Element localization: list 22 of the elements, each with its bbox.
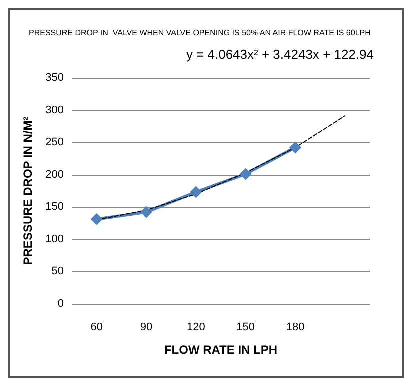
- x-tick-label: 90: [140, 322, 153, 334]
- chart-title: PRESSURE DROP IN VALVE WHEN VALVE OPENING IS 50% AN AIR FLOW RATE IS 60LPH: [29, 28, 372, 38]
- x-tick-label: 150: [236, 322, 256, 334]
- y-tick-label: 100: [46, 233, 64, 246]
- x-tick-label: 120: [186, 322, 206, 334]
- point: [190, 186, 202, 198]
- x-tick-label: 60: [90, 322, 103, 334]
- x-tick-label: 180: [286, 322, 305, 334]
- point: [240, 168, 252, 180]
- point: [90, 213, 103, 226]
- point: [140, 206, 152, 218]
- x-axis-title: FLOW RATE IN LPH: [164, 343, 278, 357]
- y-tick-label: 200: [46, 168, 64, 181]
- y-tick-label: 300: [46, 104, 64, 116]
- y-tick-label: 0: [58, 298, 64, 310]
- y-tick-label: 50: [52, 266, 64, 278]
- y-tick-label: 350: [46, 72, 64, 84]
- point: [290, 142, 302, 154]
- y-tick-label: 250: [46, 136, 64, 149]
- text: y = 4.0643x² + 3.4243x + 122.94: [186, 47, 374, 62]
- y-tick-label: 150: [46, 201, 64, 214]
- y-axis-title: PRESSURE DROP IN N/M²: [21, 116, 35, 266]
